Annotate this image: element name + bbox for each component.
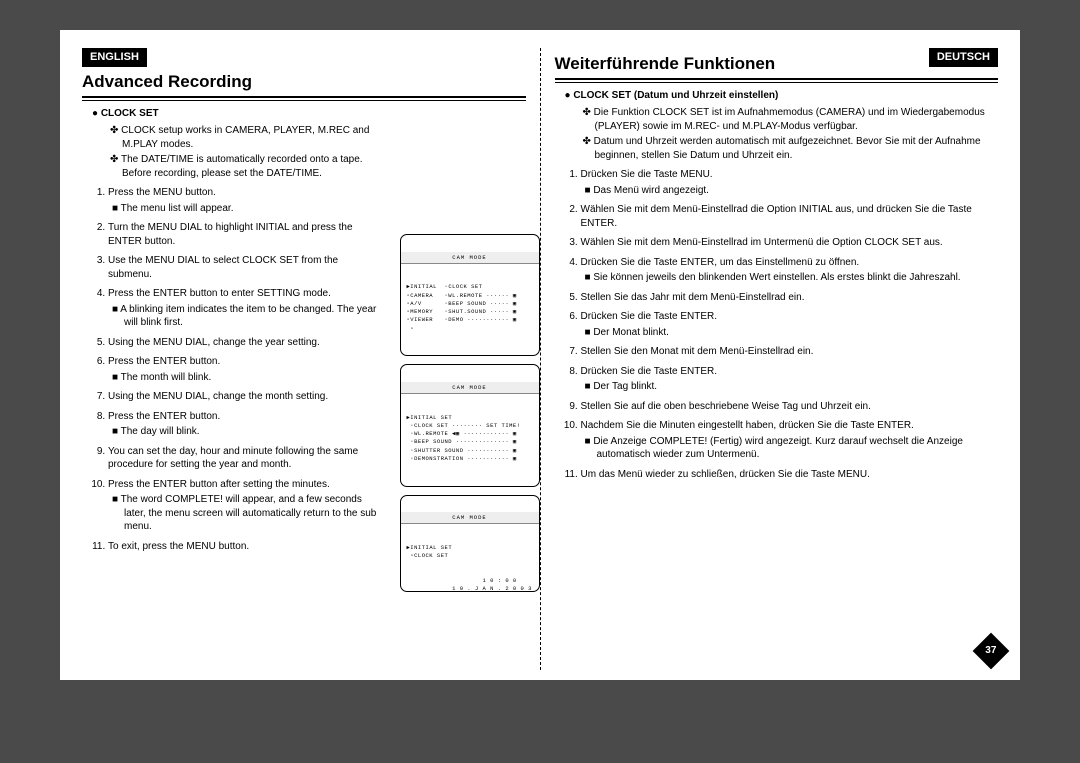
- lcd-body: ▶INITIAL SET ▫CLOCK SET 1 0 : 0 0 1 0 . …: [407, 544, 533, 592]
- step: Um das Menü wieder zu schließen, drücken…: [581, 468, 999, 482]
- rule: [555, 78, 999, 80]
- steps-right: Drücken Sie die Taste MENU. Das Menü wir…: [567, 168, 999, 481]
- intro-list-right: Die Funktion CLOCK SET ist im Aufnahmemo…: [583, 106, 999, 162]
- language-tag-deutsch: DEUTSCH: [929, 48, 998, 67]
- column-english: ENGLISH Advanced Recording CLOCK SET CLO…: [82, 48, 540, 670]
- lcd-title: CAM MODE: [401, 512, 539, 524]
- step: Use the MENU DIAL to select CLOCK SET fr…: [108, 254, 382, 281]
- rule: [82, 96, 526, 98]
- step: Press the MENU button. The menu list wil…: [108, 186, 382, 215]
- lcd-body: ▶INITIAL ◦CLOCK SET ▫CAMERA ◦WL.REMOTE ·…: [407, 283, 533, 333]
- step: Drücken Sie die Taste MENU. Das Menü wir…: [581, 168, 999, 197]
- lcd-title: CAM MODE: [401, 382, 539, 394]
- page-number-badge: 37: [973, 633, 1010, 670]
- lcd-screen-3: CAM MODE ▶INITIAL SET ▫CLOCK SET 1 0 : 0…: [400, 495, 540, 592]
- intro-item: Die Funktion CLOCK SET ist im Aufnahmemo…: [583, 106, 999, 133]
- subheading-left: CLOCK SET: [92, 107, 526, 121]
- step-sub: The month will blink.: [112, 371, 382, 385]
- step: Nachdem Sie die Minuten eingestellt habe…: [581, 419, 999, 462]
- step: Stellen Sie auf die oben beschriebene We…: [581, 400, 999, 414]
- intro-item: CLOCK setup works in CAMERA, PLAYER, M.R…: [110, 124, 382, 151]
- heading-left: Advanced Recording: [82, 71, 526, 94]
- step: Press the ENTER button to enter SETTING …: [108, 287, 382, 330]
- language-tag-english: ENGLISH: [82, 48, 147, 67]
- step-sub: A blinking item indicates the item to be…: [112, 303, 382, 330]
- step-sub: Das Menü wird angezeigt.: [585, 184, 999, 198]
- step: Turn the MENU DIAL to highlight INITIAL …: [108, 221, 382, 248]
- step: Drücken Sie die Taste ENTER. Der Tag bli…: [581, 365, 999, 394]
- step-sub: Der Monat blinkt.: [585, 326, 999, 340]
- lcd-body: ▶INITIAL SET ◦CLOCK SET ········ SET TIM…: [407, 414, 533, 464]
- step: Press the ENTER button after setting the…: [108, 478, 382, 534]
- subheading-right: CLOCK SET (Datum und Uhrzeit einstellen): [565, 89, 999, 103]
- step: Drücken Sie die Taste ENTER. Der Monat b…: [581, 310, 999, 339]
- step: Using the MENU DIAL, change the year set…: [108, 336, 382, 350]
- step-sub: Sie können jeweils den blinkenden Wert e…: [585, 271, 999, 285]
- rule: [82, 100, 526, 101]
- step: Using the MENU DIAL, change the month se…: [108, 390, 382, 404]
- manual-page: ENGLISH Advanced Recording CLOCK SET CLO…: [60, 30, 1020, 680]
- step: Stellen Sie den Monat mit dem Menü-Einst…: [581, 345, 999, 359]
- step: Drücken Sie die Taste ENTER, um das Eins…: [581, 256, 999, 285]
- intro-list-left: CLOCK setup works in CAMERA, PLAYER, M.R…: [110, 124, 382, 180]
- step: Wählen Sie mit dem Menü-Einstellrad im U…: [581, 236, 999, 250]
- rule: [555, 82, 999, 83]
- page-number: 37: [985, 644, 996, 658]
- step-sub: Die Anzeige COMPLETE! (Fertig) wird ange…: [585, 435, 999, 462]
- step-sub: The menu list will appear.: [112, 202, 382, 216]
- step: Press the ENTER button. The month will b…: [108, 355, 382, 384]
- step-sub: The day will blink.: [112, 425, 382, 439]
- steps-left: Press the MENU button. The menu list wil…: [94, 186, 382, 553]
- step-sub: The word COMPLETE! will appear, and a fe…: [112, 493, 382, 534]
- intro-item: Datum und Uhrzeit werden automatisch mit…: [583, 135, 999, 162]
- step-sub: Der Tag blinkt.: [585, 380, 999, 394]
- lcd-screen-2: CAM MODE ▶INITIAL SET ◦CLOCK SET ·······…: [400, 364, 540, 486]
- column-deutsch: DEUTSCH Weiterführende Funktionen CLOCK …: [541, 48, 999, 670]
- page-background: ENGLISH Advanced Recording CLOCK SET CLO…: [0, 0, 1080, 763]
- step: Wählen Sie mit dem Menü-Einstellrad die …: [581, 203, 999, 230]
- step: Stellen Sie das Jahr mit dem Menü-Einste…: [581, 291, 999, 305]
- intro-item: The DATE/TIME is automatically recorded …: [110, 153, 382, 180]
- step: You can set the day, hour and minute fol…: [108, 445, 382, 472]
- lcd-illustrations: CAM MODE ▶INITIAL ◦CLOCK SET ▫CAMERA ◦WL…: [400, 234, 540, 600]
- lcd-screen-1: CAM MODE ▶INITIAL ◦CLOCK SET ▫CAMERA ◦WL…: [400, 234, 540, 356]
- step: To exit, press the MENU button.: [108, 540, 382, 554]
- step: Press the ENTER button. The day will bli…: [108, 410, 382, 439]
- lcd-title: CAM MODE: [401, 252, 539, 264]
